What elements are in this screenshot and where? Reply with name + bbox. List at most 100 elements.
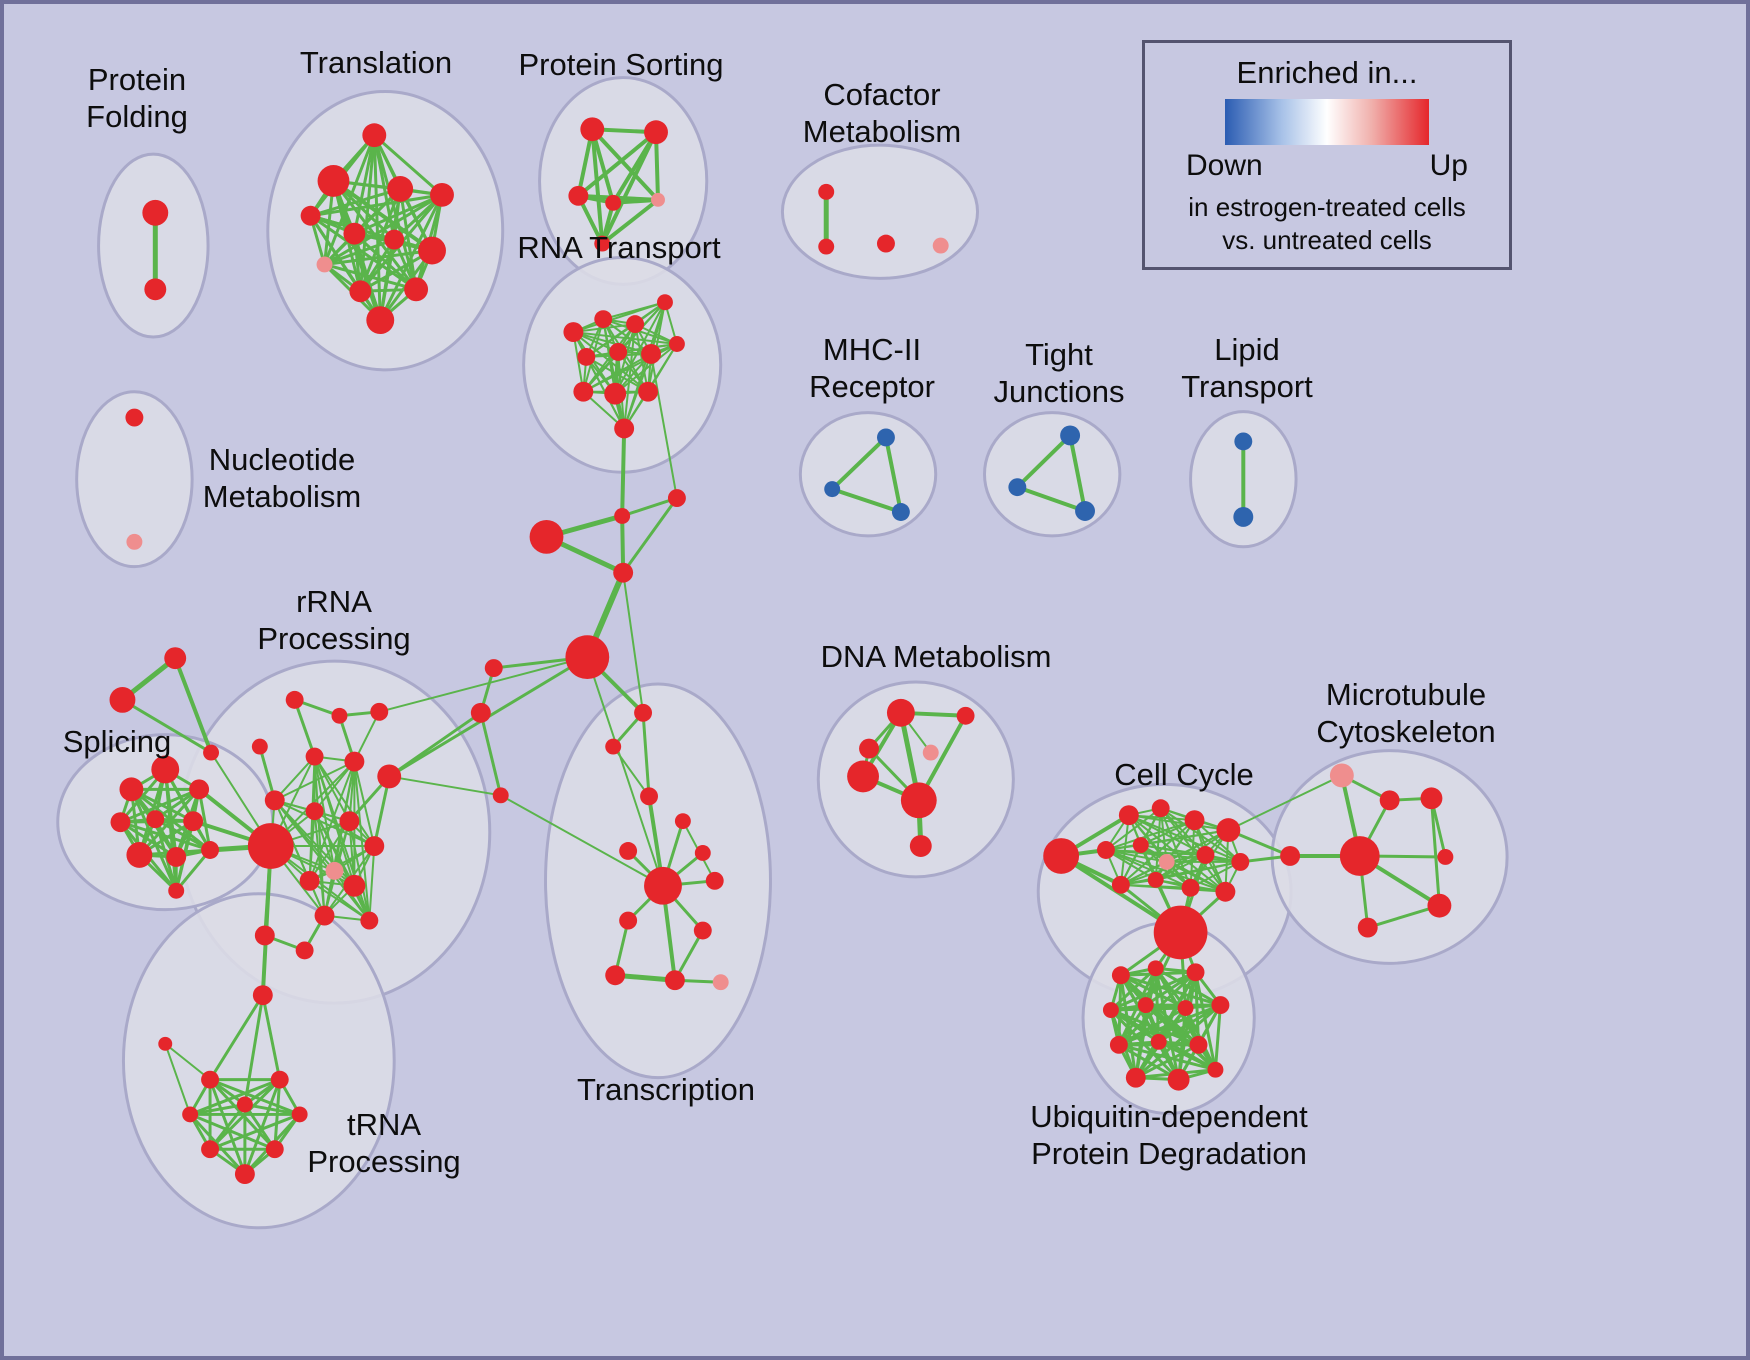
- node-143[interactable]: [1137, 997, 1154, 1014]
- node-53[interactable]: [1233, 507, 1254, 527]
- node-125[interactable]: [1231, 852, 1250, 871]
- node-144[interactable]: [1177, 1000, 1194, 1017]
- node-140[interactable]: [1147, 960, 1164, 977]
- node-28[interactable]: [577, 347, 596, 366]
- node-38[interactable]: [529, 519, 564, 554]
- node-24[interactable]: [563, 322, 584, 342]
- node-3[interactable]: [317, 165, 350, 197]
- node-13[interactable]: [366, 306, 395, 335]
- node-33[interactable]: [604, 382, 627, 405]
- node-39[interactable]: [613, 562, 634, 583]
- node-48[interactable]: [891, 503, 910, 521]
- node-120[interactable]: [1216, 818, 1241, 843]
- node-124[interactable]: [1196, 846, 1215, 864]
- node-108[interactable]: [712, 974, 729, 991]
- node-34[interactable]: [638, 381, 658, 402]
- node-105[interactable]: [693, 921, 712, 940]
- node-4[interactable]: [300, 205, 321, 226]
- node-112[interactable]: [922, 744, 939, 761]
- node-113[interactable]: [847, 760, 879, 793]
- node-1[interactable]: [144, 278, 167, 301]
- node-52[interactable]: [1234, 432, 1253, 451]
- node-88[interactable]: [201, 1070, 220, 1089]
- node-138[interactable]: [1357, 917, 1378, 938]
- node-5[interactable]: [387, 175, 414, 202]
- node-22[interactable]: [876, 234, 895, 253]
- node-137[interactable]: [1427, 893, 1452, 918]
- node-41[interactable]: [484, 659, 503, 678]
- node-98[interactable]: [640, 787, 658, 806]
- node-16[interactable]: [568, 185, 589, 206]
- node-44[interactable]: [125, 408, 144, 427]
- node-60[interactable]: [110, 812, 131, 833]
- node-89[interactable]: [270, 1070, 289, 1089]
- node-72[interactable]: [344, 751, 365, 772]
- node-76[interactable]: [339, 811, 360, 832]
- node-46[interactable]: [876, 428, 895, 447]
- node-117[interactable]: [1118, 805, 1139, 826]
- node-95[interactable]: [234, 1164, 255, 1185]
- node-119[interactable]: [1184, 810, 1205, 831]
- node-102[interactable]: [644, 866, 682, 905]
- node-65[interactable]: [201, 841, 220, 859]
- node-9[interactable]: [418, 236, 446, 265]
- node-111[interactable]: [859, 738, 879, 759]
- node-47[interactable]: [824, 481, 841, 498]
- node-128[interactable]: [1181, 878, 1200, 897]
- node-129[interactable]: [1215, 881, 1236, 902]
- node-7[interactable]: [343, 222, 366, 245]
- node-20[interactable]: [818, 183, 835, 200]
- node-123[interactable]: [1158, 853, 1175, 870]
- node-6[interactable]: [430, 182, 454, 207]
- node-126[interactable]: [1111, 875, 1130, 894]
- node-150[interactable]: [1167, 1068, 1190, 1091]
- node-50[interactable]: [1008, 478, 1027, 497]
- node-2[interactable]: [362, 123, 387, 148]
- node-45[interactable]: [126, 533, 143, 550]
- node-21[interactable]: [818, 238, 835, 255]
- node-85[interactable]: [295, 941, 314, 960]
- node-68[interactable]: [331, 707, 348, 724]
- node-63[interactable]: [126, 842, 153, 868]
- node-29[interactable]: [609, 342, 628, 361]
- node-121[interactable]: [1096, 841, 1115, 859]
- node-109[interactable]: [886, 698, 915, 727]
- node-149[interactable]: [1125, 1067, 1146, 1088]
- node-142[interactable]: [1102, 1002, 1119, 1018]
- node-135[interactable]: [1339, 836, 1380, 876]
- node-134[interactable]: [1280, 846, 1301, 866]
- node-70[interactable]: [251, 738, 268, 755]
- node-94[interactable]: [265, 1140, 284, 1159]
- node-145[interactable]: [1211, 996, 1230, 1015]
- node-122[interactable]: [1132, 837, 1149, 853]
- node-14[interactable]: [580, 117, 605, 142]
- node-100[interactable]: [619, 842, 638, 860]
- node-133[interactable]: [1420, 787, 1443, 810]
- node-104[interactable]: [619, 911, 638, 930]
- node-82[interactable]: [314, 905, 335, 926]
- node-69[interactable]: [370, 702, 389, 721]
- node-15[interactable]: [644, 120, 668, 145]
- node-40[interactable]: [565, 635, 610, 680]
- node-64[interactable]: [166, 847, 187, 867]
- node-30[interactable]: [641, 343, 661, 364]
- node-67[interactable]: [285, 690, 304, 709]
- node-141[interactable]: [1186, 963, 1205, 982]
- node-71[interactable]: [305, 747, 324, 766]
- node-86[interactable]: [252, 985, 273, 1006]
- node-75[interactable]: [305, 802, 324, 821]
- node-115[interactable]: [909, 835, 932, 857]
- node-130[interactable]: [1153, 905, 1208, 960]
- node-148[interactable]: [1189, 1035, 1208, 1054]
- node-74[interactable]: [264, 790, 285, 811]
- node-55[interactable]: [109, 686, 136, 713]
- node-93[interactable]: [201, 1140, 220, 1159]
- node-131[interactable]: [1329, 763, 1354, 788]
- node-97[interactable]: [605, 738, 622, 755]
- node-10[interactable]: [316, 256, 333, 273]
- node-58[interactable]: [151, 755, 180, 784]
- node-23[interactable]: [932, 237, 949, 254]
- node-62[interactable]: [183, 811, 204, 832]
- node-66[interactable]: [168, 882, 185, 899]
- node-116[interactable]: [1043, 838, 1080, 874]
